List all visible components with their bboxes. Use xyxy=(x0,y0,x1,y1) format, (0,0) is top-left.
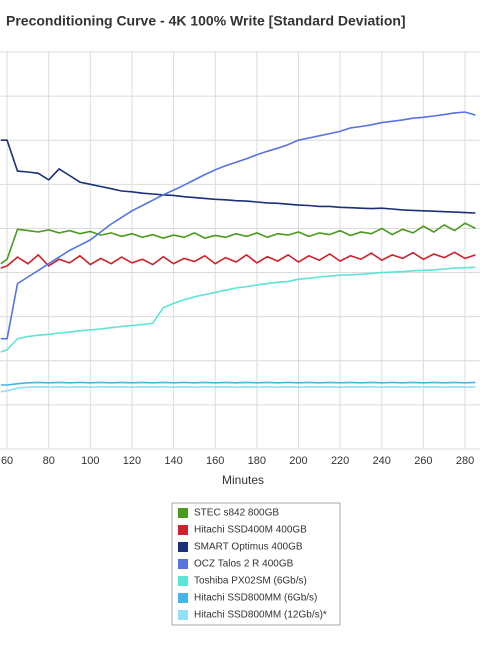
x-tick-label: 260 xyxy=(414,455,432,467)
legend-swatch xyxy=(178,610,188,620)
series-line xyxy=(0,385,476,393)
series-line xyxy=(0,381,476,386)
legend-label: STEC s842 800GB xyxy=(194,508,279,519)
legend-label: Hitachi SSD400M 400GB xyxy=(194,525,307,536)
series-line xyxy=(0,111,476,340)
series-line xyxy=(0,139,476,214)
series-line xyxy=(0,222,476,265)
x-tick-label: 180 xyxy=(248,455,266,467)
legend-swatch xyxy=(178,559,188,569)
legend-swatch xyxy=(178,525,188,535)
chart-title: Preconditioning Curve - 4K 100% Write [S… xyxy=(6,13,406,29)
legend-label: Toshiba PX02SM (6Gb/s) xyxy=(194,576,307,587)
series-line xyxy=(0,251,476,269)
legend-swatch xyxy=(178,576,188,586)
x-tick-label: 140 xyxy=(164,455,182,467)
x-tick-label: 80 xyxy=(43,455,55,467)
x-tick-label: 280 xyxy=(456,455,474,467)
x-tick-label: 100 xyxy=(81,455,99,467)
legend-box xyxy=(171,502,341,626)
legend-label: Hitachi SSD800MM (6Gb/s) xyxy=(194,593,317,604)
legend-label: OCZ Talos 2 R 400GB xyxy=(194,559,294,570)
legend-swatch xyxy=(178,508,188,518)
legend-swatch xyxy=(178,542,188,552)
x-axis-label: Minutes xyxy=(222,473,264,487)
x-tick-label: 200 xyxy=(289,455,307,467)
legend-label: SMART Optimus 400GB xyxy=(194,542,303,553)
legend-label: Hitachi SSD800MM (12Gb/s)* xyxy=(194,610,327,621)
x-tick-label: 120 xyxy=(123,455,141,467)
legend-swatch xyxy=(178,593,188,603)
x-tick-label: 160 xyxy=(206,455,224,467)
x-tick-label: 60 xyxy=(1,455,13,467)
x-tick-label: 240 xyxy=(373,455,391,467)
series-line xyxy=(0,266,476,353)
x-tick-label: 220 xyxy=(331,455,349,467)
